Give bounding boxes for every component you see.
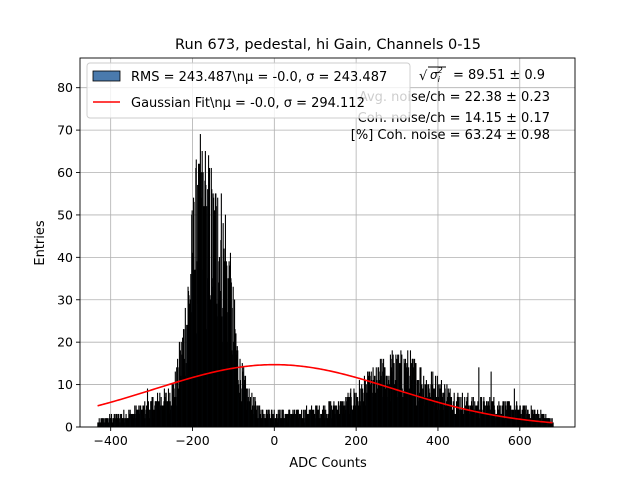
x-tick-label: 600 bbox=[508, 433, 532, 448]
histogram-bar bbox=[552, 422, 554, 428]
x-tick-label: 0 bbox=[270, 433, 278, 448]
gaussian-fit-line bbox=[97, 363, 553, 424]
y-tick-label: 80 bbox=[57, 80, 73, 95]
x-tick-label: −400 bbox=[94, 433, 128, 448]
y-tick-label: 70 bbox=[57, 123, 73, 138]
legend-rms-swatch bbox=[92, 70, 121, 82]
legend-box bbox=[86, 62, 411, 119]
pct-coh-noise-annotation: [%] Coh. noise = 63.24 ± 0.98 bbox=[351, 128, 550, 143]
y-tick-label: 60 bbox=[57, 165, 73, 180]
y-tick-label: 30 bbox=[57, 292, 73, 307]
legend-fit-label: Gaussian Fit\nμ = -0.0, σ = 294.112 bbox=[131, 96, 365, 111]
y-tick-label: 40 bbox=[57, 250, 73, 265]
y-tick-label: 50 bbox=[57, 207, 73, 222]
y-axis-ticks: 0 10 20 30 40 50 60 70 80 bbox=[57, 80, 80, 435]
histogram-bar bbox=[478, 367, 480, 428]
y-tick-label: 10 bbox=[57, 377, 73, 392]
rms-value: = 89.51 ± 0.9 bbox=[453, 68, 545, 83]
y-tick-label: 20 bbox=[57, 335, 73, 350]
x-tick-label: 400 bbox=[426, 433, 450, 448]
chart-title: Run 673, pedestal, hi Gain, Channels 0-1… bbox=[175, 37, 481, 53]
y-tick-label: 0 bbox=[65, 420, 73, 435]
sigma-i-symbol: σ2 i bbox=[430, 66, 443, 84]
sqrt-sigma-symbol: √ bbox=[419, 69, 428, 84]
legend-rms-label: RMS = 243.487\nμ = -0.0, σ = 243.487 bbox=[131, 70, 387, 85]
plot-frame bbox=[79, 57, 576, 428]
legend: RMS = 243.487\nμ = -0.0, σ = 243.487 Gau… bbox=[86, 62, 411, 119]
x-axis-label: ADC Counts bbox=[289, 456, 367, 471]
x-axis-ticks: −400 −200 0 200 400 600 bbox=[94, 427, 532, 448]
rms-annotation: √ σ2 i = 89.51 ± 0.9 bbox=[419, 66, 545, 84]
x-tick-label: 200 bbox=[344, 433, 368, 448]
x-tick-label: −200 bbox=[175, 433, 209, 448]
y-axis-label: Entries bbox=[33, 220, 48, 266]
